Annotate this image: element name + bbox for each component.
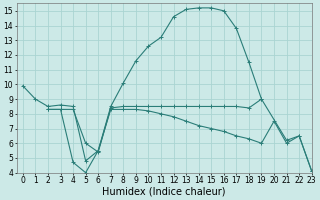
X-axis label: Humidex (Indice chaleur): Humidex (Indice chaleur) (102, 187, 226, 197)
